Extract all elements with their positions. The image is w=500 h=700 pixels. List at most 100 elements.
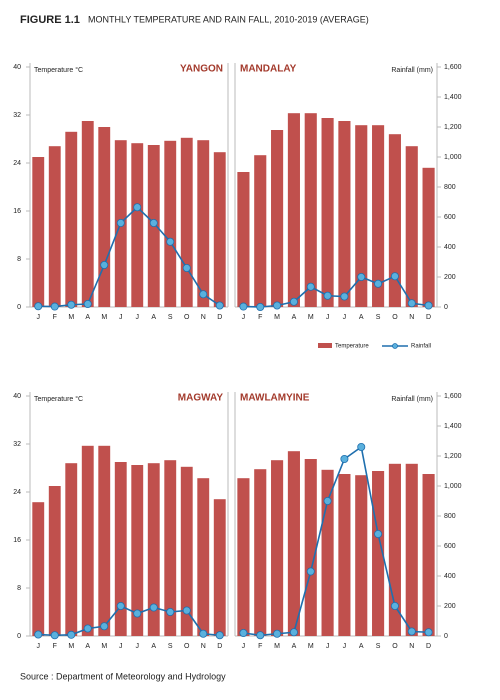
- y2-tick-label: 1,400: [444, 423, 462, 430]
- bar: [164, 460, 177, 636]
- x-tick-label: D: [426, 314, 431, 321]
- bar: [237, 478, 250, 636]
- y2-tick-label: 0: [444, 633, 448, 640]
- x-tick-label: J: [343, 314, 347, 321]
- rainfall-point: [116, 218, 125, 227]
- y2-tick-label: 1,000: [444, 154, 462, 161]
- y2-tick-label: 1,200: [444, 453, 462, 460]
- y2-tick-label: 1,200: [444, 124, 462, 131]
- y-tick-label: 16: [13, 208, 21, 215]
- bar: [254, 155, 267, 307]
- y2-tick-label: 1,600: [444, 393, 462, 400]
- rainfall-point: [340, 292, 349, 301]
- bar: [271, 460, 284, 636]
- x-tick-label: N: [409, 643, 414, 650]
- x-tick-label: M: [308, 643, 314, 650]
- y2-tick-label: 0: [444, 304, 448, 311]
- y2-axis-label: Rainfall (mm): [391, 67, 433, 74]
- rainfall-point: [306, 567, 315, 576]
- y-tick-label: 16: [13, 537, 21, 544]
- rainfall-point: [133, 609, 142, 618]
- x-tick-label: A: [85, 643, 90, 650]
- rainfall-point: [199, 290, 208, 299]
- bar: [372, 471, 385, 636]
- rainfall-point: [166, 608, 175, 617]
- rainfall-point: [133, 203, 142, 212]
- rainfall-point: [215, 301, 224, 310]
- bar: [65, 463, 78, 636]
- x-tick-label: A: [292, 314, 297, 321]
- rainfall-point: [199, 629, 208, 638]
- rainfall-point: [289, 628, 298, 637]
- y-axis-label: Temperature °C: [34, 395, 83, 403]
- x-tick-label: J: [136, 314, 140, 321]
- x-tick-label: D: [217, 643, 222, 650]
- bar: [213, 152, 226, 307]
- x-tick-label: A: [151, 643, 156, 650]
- bar: [388, 134, 401, 307]
- rainfall-point: [424, 628, 433, 637]
- y-tick-label: 32: [13, 441, 21, 448]
- bar: [197, 140, 210, 307]
- rainfall-point: [182, 606, 191, 615]
- source: Source : Department of Meteorology and H…: [20, 671, 226, 681]
- bar: [338, 474, 351, 636]
- bar: [422, 474, 435, 636]
- x-tick-label: N: [409, 314, 414, 321]
- bar: [321, 469, 334, 636]
- bar: [131, 143, 144, 307]
- rainfall-point: [390, 602, 399, 611]
- bar: [237, 172, 250, 307]
- x-tick-label: J: [242, 643, 246, 650]
- x-tick-label: O: [392, 314, 398, 321]
- rainfall-point: [289, 297, 298, 306]
- y2-tick-label: 600: [444, 214, 456, 221]
- y2-tick-label: 400: [444, 244, 456, 251]
- panel-title: YANGON: [180, 64, 223, 75]
- rainfall-point: [374, 530, 383, 539]
- x-tick-label: S: [168, 643, 173, 650]
- rainfall-point: [239, 629, 248, 638]
- x-tick-label: M: [68, 643, 74, 650]
- rainfall-point: [256, 302, 265, 311]
- bar: [32, 502, 45, 636]
- bar: [98, 445, 111, 636]
- bar: [114, 462, 127, 636]
- x-tick-label: O: [184, 643, 190, 650]
- bar: [304, 459, 317, 636]
- y2-tick-label: 200: [444, 603, 456, 610]
- rainfall-point: [100, 260, 109, 269]
- y2-tick-label: 1,000: [444, 483, 462, 490]
- x-tick-label: F: [53, 314, 57, 321]
- y2-tick-label: 400: [444, 573, 456, 580]
- y-tick-label: 40: [13, 393, 21, 400]
- x-tick-label: A: [85, 314, 90, 321]
- rainfall-point: [34, 630, 43, 639]
- legend-label: Rainfall: [411, 344, 431, 350]
- y2-axis-label: Rainfall (mm): [391, 396, 433, 403]
- rainfall-point: [83, 299, 92, 308]
- bar: [131, 465, 144, 636]
- x-tick-label: O: [392, 643, 398, 650]
- x-tick-label: O: [184, 314, 190, 321]
- rainfall-point: [323, 496, 332, 505]
- bar: [355, 125, 368, 307]
- rainfall-point: [116, 602, 125, 611]
- bar: [254, 469, 267, 636]
- x-tick-label: N: [201, 314, 206, 321]
- x-tick-label: S: [376, 643, 381, 650]
- rainfall-point: [149, 218, 158, 227]
- bar: [147, 463, 160, 636]
- rainfall-point: [424, 301, 433, 310]
- x-tick-label: J: [119, 643, 123, 650]
- figure-title: MONTHLY TEMPERATURE AND RAIN FALL, 2010-…: [88, 14, 369, 24]
- x-tick-label: M: [101, 314, 107, 321]
- x-tick-label: M: [308, 314, 314, 321]
- bar: [213, 499, 226, 636]
- x-tick-label: J: [343, 643, 347, 650]
- rainfall-point: [357, 272, 366, 281]
- bar: [81, 121, 94, 307]
- rainfall-point: [67, 630, 76, 639]
- x-tick-label: J: [119, 314, 123, 321]
